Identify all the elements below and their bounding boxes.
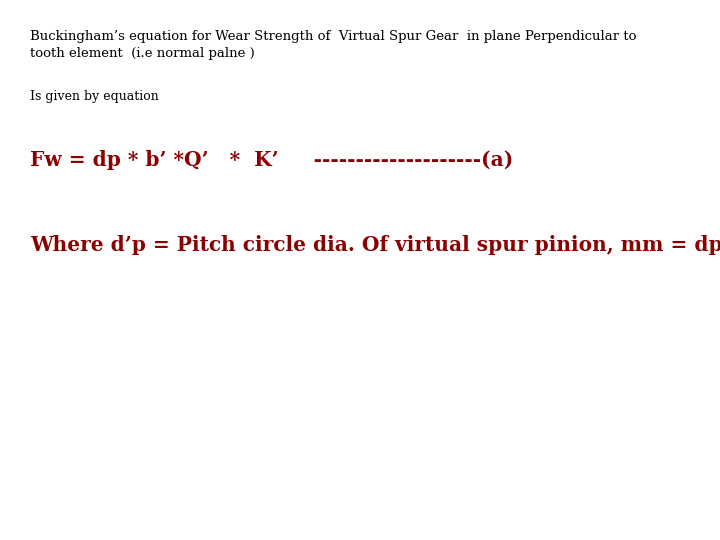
Text: Fw = dp * b’ *Q’   *  K’     --------------------(a): Fw = dp * b’ *Q’ * K’ ------------------… (30, 150, 513, 170)
Text: Buckingham’s equation for Wear Strength of  Virtual Spur Gear  in plane Perpendi: Buckingham’s equation for Wear Strength … (30, 30, 636, 60)
Text: Where d’p = Pitch circle dia. Of virtual spur pinion, mm = dp/: Where d’p = Pitch circle dia. Of virtual… (30, 235, 720, 255)
Text: Is given by equation: Is given by equation (30, 90, 158, 103)
